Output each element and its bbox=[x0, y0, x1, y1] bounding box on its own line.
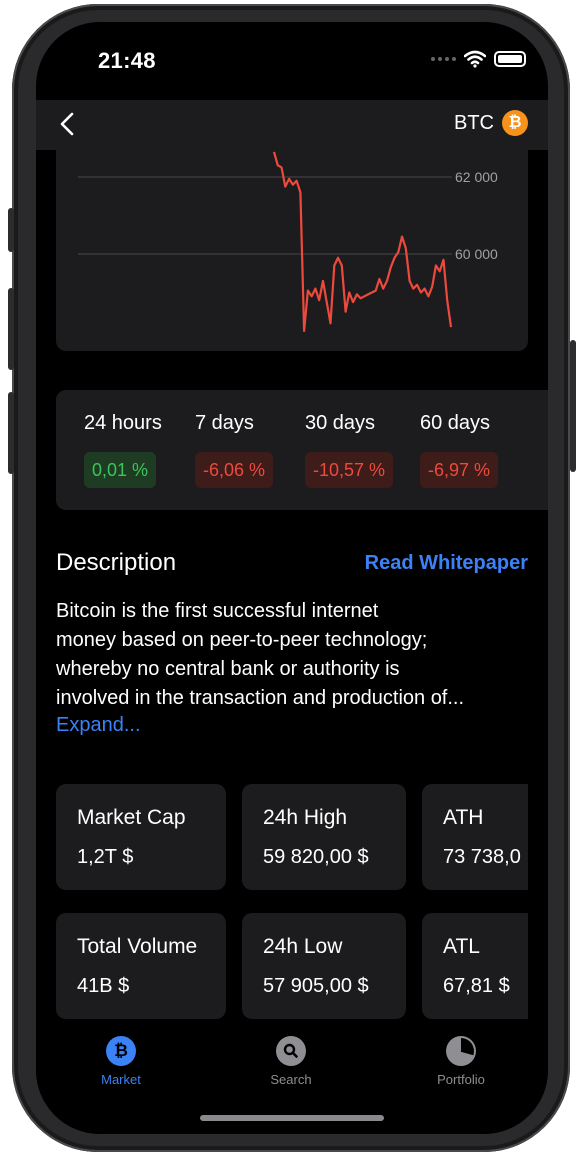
status-time: 21:48 bbox=[98, 48, 156, 73]
period-label-30d: 30 days bbox=[305, 412, 376, 434]
signal-icon bbox=[431, 57, 456, 61]
stat-value: 1,2T $ bbox=[77, 846, 134, 868]
stat-card-ath: ATH 73 738,0 bbox=[422, 784, 528, 890]
pie-chart-icon bbox=[446, 1036, 476, 1066]
period-change-24h: 0,01 % bbox=[84, 452, 157, 488]
chart-series-line bbox=[272, 151, 453, 333]
stat-value: 73 738,0 bbox=[443, 846, 521, 868]
description-text: Bitcoin is the first successful internet… bbox=[56, 597, 530, 713]
description-title: Description bbox=[56, 549, 177, 576]
navigation-bar: BTC ₿ bbox=[36, 100, 548, 150]
price-chart-svg: 62 000 60 000 bbox=[78, 151, 498, 333]
performance-periods[interactable]: 24 hours 7 days 30 days 60 days 0,01 % -… bbox=[56, 390, 548, 510]
period-label-60d: 60 days bbox=[420, 412, 491, 434]
stat-value: 59 820,00 $ bbox=[263, 846, 369, 868]
description-line: whereby no central bank or authority is bbox=[56, 658, 400, 680]
back-chevron-icon[interactable] bbox=[56, 106, 80, 142]
stat-card-atl: ATL 67,81 $ bbox=[422, 913, 528, 1019]
chart-y-tick-label: 62 000 bbox=[455, 169, 498, 185]
stat-card-total-volume: Total Volume 41B $ bbox=[56, 913, 226, 1019]
bitcoin-icon: ₿ bbox=[502, 110, 528, 136]
tab-label: Portfolio bbox=[437, 1072, 485, 1087]
description-line: money based on peer-to-peer technology; bbox=[56, 629, 428, 651]
tab-portfolio[interactable]: Portfolio bbox=[411, 1036, 511, 1087]
read-whitepaper-link[interactable]: Read Whitepaper bbox=[364, 552, 528, 574]
tab-search[interactable]: Search bbox=[241, 1036, 341, 1087]
period-change-7d: -6,06 % bbox=[195, 452, 274, 488]
stat-label: ATH bbox=[443, 806, 484, 829]
stat-label: 24h Low bbox=[263, 935, 343, 958]
tab-label: Market bbox=[101, 1072, 141, 1087]
stat-card-24h-high: 24h High 59 820,00 $ bbox=[242, 784, 406, 890]
search-icon bbox=[276, 1036, 306, 1066]
description-line: Bitcoin is the first successful internet bbox=[56, 600, 379, 622]
mute-switch bbox=[8, 208, 14, 252]
stat-label: Market Cap bbox=[77, 806, 186, 829]
battery-icon bbox=[494, 51, 526, 67]
tab-label: Search bbox=[270, 1072, 312, 1087]
stat-card-market-cap: Market Cap 1,2T $ bbox=[56, 784, 226, 890]
period-change-30d: -10,57 % bbox=[305, 452, 394, 488]
expand-link[interactable]: Expand... bbox=[56, 714, 141, 736]
period-label-7d: 7 days bbox=[195, 412, 254, 434]
status-icons bbox=[431, 50, 526, 68]
chart-y-tick-label: 60 000 bbox=[455, 246, 498, 262]
stat-card-24h-low: 24h Low 57 905,00 $ bbox=[242, 913, 406, 1019]
stat-value: 41B $ bbox=[77, 975, 130, 997]
description-line: involved in the transaction and producti… bbox=[56, 687, 465, 709]
stat-value: 67,81 $ bbox=[443, 975, 510, 997]
stat-label: ATL bbox=[443, 935, 480, 958]
price-chart[interactable]: 62 000 60 000 bbox=[56, 130, 528, 351]
bitcoin-icon: ₿ bbox=[106, 1036, 136, 1066]
period-label-24h: 24 hours bbox=[84, 412, 162, 434]
tab-bar: ₿ Market Search Portfolio bbox=[36, 1022, 548, 1134]
stat-value: 57 905,00 $ bbox=[263, 975, 369, 997]
home-indicator bbox=[200, 1115, 384, 1121]
screen: 62 000 60 000 21:48 BTC ₿ 24 hours 7 days bbox=[36, 22, 548, 1134]
power-button bbox=[570, 340, 576, 472]
volume-down-button bbox=[8, 392, 14, 474]
coin-ticker: BTC bbox=[454, 111, 494, 134]
wifi-icon bbox=[464, 50, 486, 68]
volume-up-button bbox=[8, 288, 14, 370]
tab-market[interactable]: ₿ Market bbox=[71, 1036, 171, 1087]
stat-label: Total Volume bbox=[77, 935, 198, 958]
period-change-60d: -6,97 % bbox=[420, 452, 499, 488]
stat-label: 24h High bbox=[263, 806, 348, 829]
dynamic-island bbox=[210, 38, 374, 86]
coin-title: BTC ₿ bbox=[454, 110, 528, 136]
status-bar: 21:48 bbox=[36, 22, 548, 100]
